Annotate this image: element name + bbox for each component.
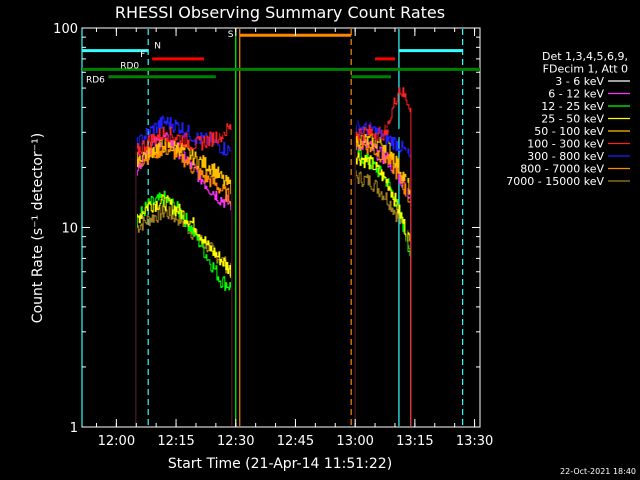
flag-label-f: F (140, 50, 145, 60)
legend-entry-label: 25 - 50 keV (541, 113, 604, 126)
y-axis-label: Count Rate (s⁻¹ detector⁻¹) (30, 133, 46, 323)
series-line (135, 194, 233, 426)
legend-header: Det 1,3,4,5,6,9, (542, 50, 628, 63)
legend-entry-label: 3 - 6 keV (555, 75, 604, 88)
legend: Det 1,3,4,5,6,9,FDecim 1, Att 03 - 6 keV… (506, 50, 630, 188)
x-tick-label: 12:30 (217, 434, 254, 449)
flag-bars: NF S RD0 RD6 (82, 30, 480, 86)
series-line (354, 120, 412, 426)
legend-entry-label: 6 - 12 keV (548, 88, 604, 101)
legend-entry-label: 800 - 7000 keV (520, 163, 604, 176)
legend-entry-label: 50 - 100 keV (534, 125, 604, 138)
y-tick-label: 100 (53, 22, 78, 37)
legend-entry-label: 7000 - 15000 keV (506, 175, 604, 188)
legend-entry-label: 300 - 800 keV (527, 150, 604, 163)
series-line (135, 138, 233, 426)
y-tick-label: 10 (61, 222, 78, 237)
chart-title: RHESSI Observing Summary Count Rates (115, 3, 445, 22)
series-lines (135, 87, 412, 426)
series-line (354, 87, 412, 426)
x-tick-label: 12:45 (277, 434, 314, 449)
axes: 12:00 12:15 12:30 12:45 13:00 13:15 13:30 1 10 10… (53, 22, 493, 449)
flag-label-rd6: RD6 (86, 76, 105, 86)
flag-label-rd0: RD0 (120, 61, 139, 71)
series-line (354, 109, 408, 426)
legend-header: FDecim 1, Att 0 (543, 63, 628, 76)
series-line (135, 123, 233, 426)
vertical-markers (81, 29, 464, 426)
legend-entry-label: 100 - 300 keV (527, 138, 604, 151)
series-line (135, 132, 233, 426)
x-tick-label: 13:15 (396, 434, 433, 449)
series-line (135, 94, 233, 426)
x-tick-label: 13:30 (456, 434, 493, 449)
series-line (354, 152, 412, 426)
x-tick-label: 13:00 (336, 434, 373, 449)
series-line (354, 131, 412, 426)
x-tick-label: 12:00 (98, 434, 135, 449)
footer-timestamp: 22-Oct-2021 18:40 (560, 467, 636, 476)
y-tick-label: 1 (70, 421, 78, 436)
legend-entry-label: 12 - 25 keV (541, 100, 604, 113)
flag-label-n: N (154, 42, 161, 52)
x-tick-label: 12:15 (157, 434, 194, 449)
x-axis-label: Start Time (21-Apr-14 11:51:22) (168, 456, 392, 472)
flag-label-s: S (228, 30, 234, 40)
